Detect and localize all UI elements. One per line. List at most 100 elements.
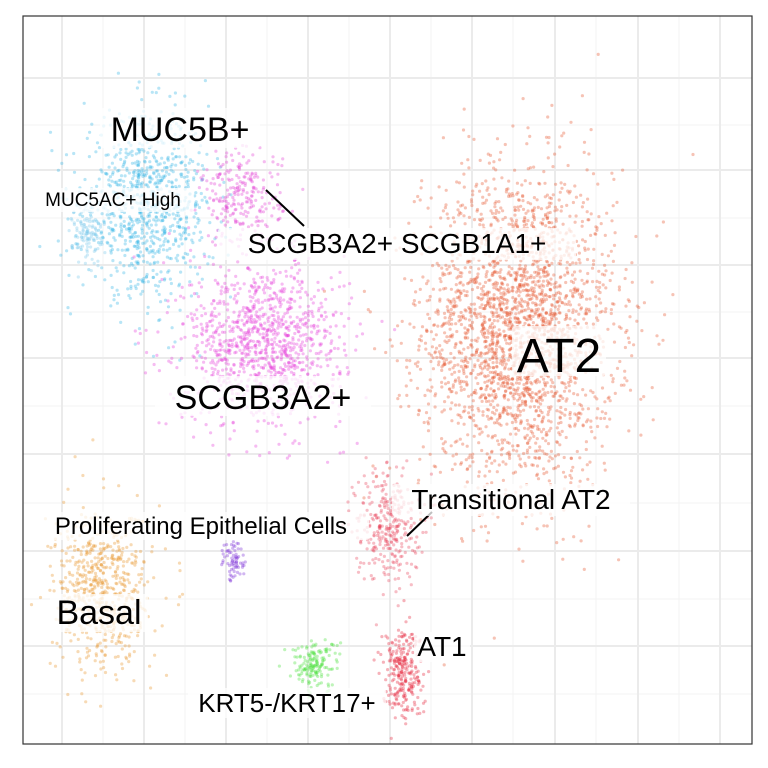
data-point xyxy=(492,350,496,354)
data-point xyxy=(496,261,500,265)
data-point xyxy=(514,312,518,316)
data-point xyxy=(193,417,197,421)
data-point xyxy=(518,457,522,461)
data-point xyxy=(483,364,487,368)
data-point xyxy=(528,317,532,321)
data-point xyxy=(255,215,259,219)
data-point xyxy=(564,435,568,440)
data-point xyxy=(156,284,160,288)
data-point xyxy=(469,302,473,306)
data-point xyxy=(478,217,482,222)
data-point xyxy=(507,321,511,325)
data-point xyxy=(526,391,530,396)
data-point xyxy=(511,444,515,448)
data-point xyxy=(123,253,127,258)
data-point xyxy=(225,169,229,173)
data-point xyxy=(450,389,454,394)
data-point xyxy=(580,290,585,294)
data-point xyxy=(567,191,571,195)
data-point xyxy=(107,165,111,169)
data-point xyxy=(554,217,558,221)
data-point xyxy=(569,379,573,384)
data-point xyxy=(568,416,572,420)
data-point xyxy=(438,277,442,281)
data-point xyxy=(630,261,634,265)
data-point xyxy=(463,409,467,413)
data-point xyxy=(437,264,441,268)
data-point xyxy=(516,375,520,379)
data-point xyxy=(551,394,555,398)
data-point xyxy=(487,349,491,353)
data-point xyxy=(475,209,479,213)
data-point xyxy=(546,405,551,409)
data-point xyxy=(468,307,472,311)
data-point xyxy=(151,154,155,158)
data-point xyxy=(347,316,351,321)
data-point xyxy=(514,413,518,417)
data-point xyxy=(417,300,421,304)
data-point xyxy=(513,417,518,421)
data-point xyxy=(426,420,430,424)
data-point xyxy=(495,307,499,311)
data-point xyxy=(510,267,514,271)
data-point xyxy=(154,159,158,163)
data-point xyxy=(545,279,549,283)
data-point xyxy=(466,330,470,334)
data-point xyxy=(373,347,377,351)
data-point xyxy=(107,232,111,236)
data-point xyxy=(523,402,528,406)
data-point xyxy=(198,230,202,234)
data-point xyxy=(488,469,492,473)
data-point xyxy=(581,424,585,428)
data-point xyxy=(211,189,215,193)
data-point xyxy=(497,313,501,317)
data-point xyxy=(442,322,446,326)
data-point xyxy=(249,314,254,318)
data-point xyxy=(541,279,546,283)
data-point xyxy=(530,391,534,395)
data-point xyxy=(506,318,510,322)
data-point xyxy=(480,323,484,327)
data-point xyxy=(543,393,547,397)
data-point xyxy=(256,224,260,228)
data-point xyxy=(449,224,453,228)
data-point xyxy=(546,322,551,326)
data-point xyxy=(440,365,444,369)
data-point xyxy=(150,165,154,169)
data-point xyxy=(316,324,320,328)
data-point xyxy=(504,338,508,342)
data-point xyxy=(183,163,187,167)
data-point xyxy=(169,281,173,286)
data-point xyxy=(604,286,608,290)
data-point xyxy=(477,409,481,413)
data-point xyxy=(380,319,384,323)
data-point xyxy=(494,280,498,284)
data-point xyxy=(523,436,527,440)
data-point xyxy=(445,212,449,216)
data-point xyxy=(467,281,471,285)
data-point xyxy=(166,299,170,303)
data-point xyxy=(342,342,346,346)
data-point xyxy=(608,417,612,421)
data-point xyxy=(492,305,496,309)
data-point xyxy=(491,329,495,333)
data-point xyxy=(68,312,73,316)
data-point xyxy=(408,322,412,326)
data-point xyxy=(154,91,158,95)
data-point xyxy=(488,153,493,157)
data-point xyxy=(251,296,255,300)
data-point xyxy=(613,231,617,235)
data-point xyxy=(558,283,562,287)
data-point xyxy=(500,363,505,367)
data-point xyxy=(305,293,310,297)
data-point xyxy=(472,277,476,281)
data-point xyxy=(490,310,494,314)
data-point xyxy=(293,367,297,371)
data-point xyxy=(480,322,484,326)
data-point xyxy=(541,217,545,221)
data-point xyxy=(145,166,149,170)
data-point xyxy=(546,272,551,276)
data-point xyxy=(477,267,481,271)
data-point xyxy=(494,408,499,412)
data-point xyxy=(464,364,468,368)
